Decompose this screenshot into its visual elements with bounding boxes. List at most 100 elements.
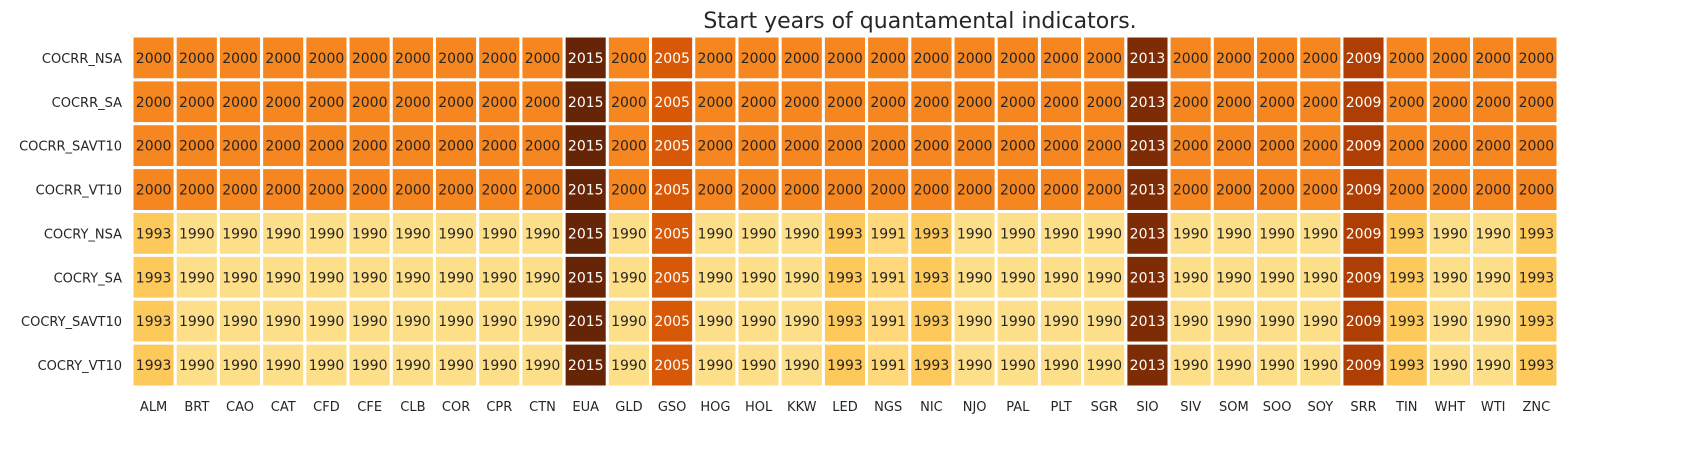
cell-value-label: 2000: [698, 183, 734, 199]
cell-value-label: 1990: [611, 314, 647, 330]
heatmap-cell: [951, 297, 998, 345]
heatmap-cell: [173, 122, 220, 170]
cell-value-label: 2000: [352, 139, 388, 155]
heatmap-cell: [1081, 297, 1128, 345]
cell-value-label: 1990: [611, 358, 647, 374]
cell-value-label: 1990: [1216, 314, 1252, 330]
heatmap-cell: [1513, 166, 1560, 213]
cell-value-label: 1990: [611, 226, 647, 242]
cell-value-label: 2015: [568, 95, 604, 111]
cell-value-label: 1993: [1519, 314, 1555, 330]
heatmap-cell: [260, 341, 307, 389]
heatmap-cell: [1081, 34, 1128, 82]
heatmap-cell: [1470, 122, 1517, 170]
cell-value-label: 2000: [438, 183, 474, 199]
heatmap-cell: [908, 34, 955, 82]
cell-value-label: 2000: [1173, 139, 1209, 155]
cell-value-label: 1993: [1389, 226, 1425, 242]
heatmap-cell: [821, 341, 869, 389]
cell-value-label: 1990: [1216, 358, 1252, 374]
heatmap-cell: [216, 253, 264, 301]
heatmap-cell: [432, 341, 480, 389]
column-label: SRR: [1350, 400, 1376, 415]
cell-value-label: 2000: [309, 183, 345, 199]
cell-value-label: 1991: [870, 226, 906, 242]
cell-value-label: 1990: [1303, 226, 1339, 242]
cell-value-label: 2000: [481, 95, 517, 111]
cell-value-label: 2000: [698, 139, 734, 155]
cell-value-label: 2013: [1130, 358, 1166, 374]
heatmap-cell: [1426, 253, 1474, 301]
cell-value-label: 1990: [1432, 314, 1468, 330]
cell-value-label: 1990: [179, 270, 215, 286]
cell-value-label: 2000: [611, 51, 647, 67]
cell-value-label: 2000: [1086, 51, 1122, 67]
cell-value-label: 2000: [914, 139, 950, 155]
cell-value-label: 2015: [568, 226, 604, 242]
cell-value-label: 1993: [914, 226, 950, 242]
cell-value-label: 2013: [1130, 226, 1166, 242]
heatmap-cell: [432, 34, 480, 82]
cell-value-label: 1990: [481, 358, 517, 374]
cell-value-label: 2000: [741, 183, 777, 199]
cell-value-label: 1990: [481, 270, 517, 286]
cell-value-label: 2009: [1346, 51, 1382, 67]
column-label: CAT: [271, 400, 296, 415]
cell-value-label: 1990: [1259, 270, 1295, 286]
heatmap-cell: [649, 122, 696, 170]
cell-value-label: 2000: [957, 183, 993, 199]
cell-value-label: 2000: [352, 51, 388, 67]
column-label: NJO: [963, 400, 987, 415]
cell-value-label: 2000: [870, 51, 906, 67]
cell-value-label: 1990: [438, 270, 474, 286]
cell-value-label: 2000: [481, 51, 517, 67]
column-label: CLB: [400, 400, 425, 415]
heatmap-cell: [1470, 341, 1517, 389]
column-label: ZNC: [1523, 400, 1551, 415]
cell-value-label: 2000: [136, 51, 172, 67]
cell-value-label: 2009: [1346, 183, 1382, 199]
cell-value-label: 1990: [698, 358, 734, 374]
cell-value-label: 2000: [1303, 183, 1339, 199]
row-label: COCRY_SAVT10: [21, 315, 122, 330]
cell-value-label: 2000: [525, 95, 561, 111]
cell-value-label: 2000: [395, 51, 431, 67]
cell-value-label: 2005: [654, 95, 690, 111]
column-label: NGS: [874, 400, 902, 415]
cell-value-label: 2000: [1259, 95, 1295, 111]
cell-value-label: 2000: [698, 95, 734, 111]
cell-value-label: 1990: [1173, 270, 1209, 286]
heatmap-cell: [1340, 253, 1387, 301]
cell-value-label: 1993: [914, 358, 950, 374]
cell-value-label: 1990: [784, 226, 820, 242]
cell-value-label: 1990: [1086, 270, 1122, 286]
cell-value-label: 1990: [1432, 226, 1468, 242]
cell-value-label: 1990: [222, 226, 258, 242]
cell-value-label: 2015: [568, 270, 604, 286]
cell-value-label: 2000: [265, 139, 301, 155]
cell-value-label: 1993: [827, 358, 863, 374]
cell-value-label: 1990: [1043, 314, 1079, 330]
heatmap-cell: [1081, 253, 1128, 301]
cell-value-label: 2000: [1173, 95, 1209, 111]
column-label: CFD: [313, 400, 340, 415]
heatmap-cell: [951, 34, 998, 82]
cell-value-label: 1990: [741, 314, 777, 330]
heatmap-cell: [649, 297, 696, 345]
cell-value-label: 2000: [1475, 51, 1511, 67]
cell-value-label: 1990: [611, 270, 647, 286]
cell-value-label: 1993: [136, 358, 172, 374]
column-label: SIV: [1180, 400, 1201, 415]
cell-value-label: 1990: [957, 226, 993, 242]
cell-value-label: 2000: [265, 51, 301, 67]
cell-value-label: 2000: [1432, 139, 1468, 155]
cell-value-label: 2000: [1259, 51, 1295, 67]
heatmap-cell: [1037, 253, 1085, 301]
cell-value-label: 1991: [870, 314, 906, 330]
cell-value-label: 2000: [1216, 139, 1252, 155]
cell-value-label: 2000: [914, 95, 950, 111]
cell-value-label: 2015: [568, 139, 604, 155]
column-label: HOG: [700, 400, 730, 415]
cell-value-label: 1990: [741, 226, 777, 242]
cell-value-label: 1990: [1432, 358, 1468, 374]
